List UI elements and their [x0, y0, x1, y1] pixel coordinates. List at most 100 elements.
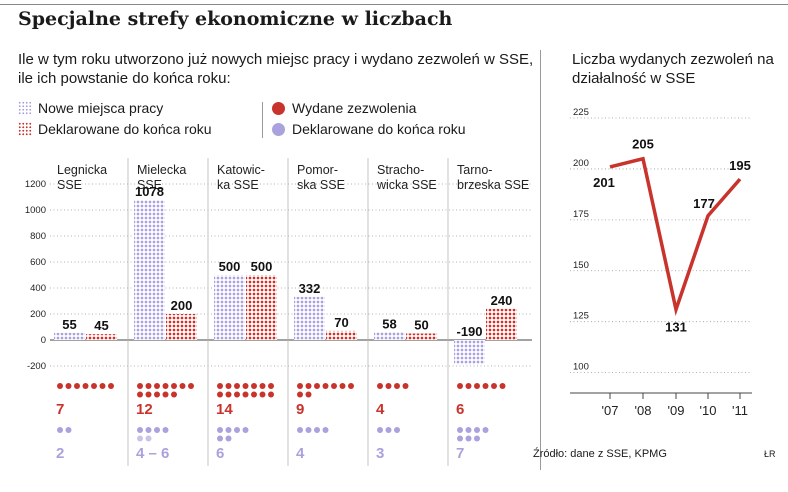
- permits-issued-count: 9: [296, 401, 304, 418]
- permit-issued-dot: [188, 383, 194, 389]
- permits-declared-count: 3: [376, 445, 384, 462]
- line-chart: 100 125 150 175 200 225 '07 '08 '09 '10 '11 201 205 1…: [570, 107, 752, 418]
- category-label: Pomor-ska SSE: [297, 163, 345, 192]
- permit-issued-dot: [297, 383, 303, 389]
- bar-value-label: 50: [414, 318, 428, 333]
- bar-value-label: 55: [62, 317, 76, 332]
- permit-issued-dot: [251, 391, 257, 398]
- x-tick-label: '08: [635, 403, 652, 418]
- permit-issued-dot: [297, 391, 303, 398]
- permit-declared-dot: [57, 427, 63, 433]
- permit-declared-dot: [322, 427, 329, 433]
- permit-declared-dot: [225, 435, 232, 442]
- bar-new-jobs: [294, 296, 325, 340]
- bar-new-jobs: [454, 340, 485, 365]
- x-tick-label: '09: [668, 403, 685, 418]
- permit-issued-dot: [242, 391, 249, 398]
- permit-declared-dot: [305, 427, 312, 433]
- permit-issued-dot: [394, 383, 400, 389]
- line-y-tick-label: 100: [573, 362, 589, 373]
- permit-issued-dot: [82, 383, 89, 389]
- permit-issued-dot: [339, 383, 346, 389]
- permit-issued-dot: [491, 383, 497, 389]
- permit-issued-dot: [145, 383, 152, 389]
- permit-issued-dot: [99, 383, 106, 389]
- permits-issued-count: 14: [216, 401, 233, 418]
- permit-issued-dot: [251, 383, 257, 389]
- y-tick-label: 800: [30, 231, 46, 242]
- permit-issued-dot: [65, 383, 72, 389]
- legend-permits-declared-dot: [272, 122, 285, 136]
- bar-value-label: 332: [299, 281, 321, 296]
- permit-issued-dot: [305, 391, 312, 398]
- permit-declared-dot: [145, 435, 152, 442]
- permit-issued-dot: [385, 383, 392, 389]
- permit-issued-dot: [259, 391, 266, 398]
- permit-issued-dot: [171, 383, 177, 389]
- permit-declared-dot: [217, 427, 223, 433]
- category-label: Katowic-ka SSE: [217, 163, 265, 192]
- permits-declared-count: 4: [296, 445, 305, 462]
- bar-new-jobs: [214, 275, 245, 340]
- legend-new-jobs-label: Nowe miejsca pracy: [38, 100, 164, 116]
- chart-title: Specjalne strefy ekonomiczne w liczbach: [18, 8, 453, 30]
- permit-issued-dot: [322, 383, 329, 389]
- permit-issued-dot: [234, 391, 240, 398]
- line-y-tick-label: 150: [573, 260, 589, 271]
- bar-declared-jobs: [166, 314, 197, 340]
- permit-declared-dot: [162, 427, 169, 433]
- bar-declared-jobs: [326, 330, 357, 340]
- permit-issued-dot: [217, 391, 223, 398]
- permit-issued-dot: [137, 391, 143, 398]
- line-value-label: 195: [729, 158, 751, 173]
- legend-permits-issued: Wydane zezwolenia: [272, 100, 416, 116]
- permit-declared-dot: [457, 427, 463, 433]
- legend-declared-jobs-swatch: [18, 122, 32, 136]
- bar-declared-jobs: [86, 334, 117, 340]
- bar-value-label: 240: [491, 293, 513, 308]
- legend-permits-declared: Deklarowane do końca roku: [272, 121, 466, 137]
- y-tick-label: 0: [41, 335, 46, 346]
- legend-new-jobs: Nowe miejsca pracy: [18, 100, 163, 116]
- permit-issued-dot: [259, 383, 266, 389]
- permit-issued-dot: [377, 383, 383, 389]
- legend-declared-jobs: Deklarowane do końca roku: [18, 121, 212, 137]
- permit-declared-dot: [474, 435, 480, 442]
- bar-value-label: 200: [171, 298, 193, 313]
- chart-subtitle: Ile w tym roku utworzono już nowych miej…: [18, 51, 534, 87]
- permit-issued-dot: [268, 383, 274, 389]
- permit-declared-dot: [242, 427, 249, 433]
- bar-value-label: -190: [456, 324, 482, 339]
- permit-issued-dot: [162, 383, 169, 389]
- x-tick-label: '10: [700, 403, 717, 418]
- top-rule: [0, 4, 788, 5]
- legend-new-jobs-swatch: [18, 101, 32, 115]
- legend-permits-issued-label: Wydane zezwolenia: [292, 100, 417, 116]
- permit-issued-dot: [314, 383, 320, 389]
- category-label: Legnicka SSE: [57, 163, 107, 192]
- permits-declared-count: 6: [216, 445, 224, 462]
- permit-issued-dot: [91, 383, 97, 389]
- line-value-label: 201: [593, 175, 615, 190]
- permits-issued-count: 4: [376, 401, 385, 418]
- permit-declared-dot: [137, 427, 143, 433]
- permits-declared-count: 2: [56, 445, 64, 462]
- legend-separator: [262, 102, 263, 138]
- category-label: Mielecka SSE: [137, 163, 186, 192]
- permit-issued-dot: [465, 383, 472, 389]
- bar-value-label: 1078: [135, 184, 164, 199]
- permit-declared-dot: [65, 427, 72, 433]
- permit-declared-dot: [225, 427, 232, 433]
- bar-declared-jobs: [246, 275, 277, 340]
- permit-declared-dot: [474, 427, 480, 433]
- permit-issued-dot: [499, 383, 506, 389]
- permit-issued-dot: [402, 383, 409, 389]
- permits-line: [609, 156, 742, 316]
- permit-issued-dot: [162, 391, 169, 398]
- legend-permits-declared-label: Deklarowane do końca roku: [292, 121, 466, 137]
- permit-issued-dot: [108, 383, 114, 389]
- y-tick-label: -200: [27, 361, 46, 372]
- permit-issued-dot: [268, 391, 274, 398]
- permit-declared-dot: [465, 427, 472, 433]
- permit-issued-dot: [179, 383, 186, 389]
